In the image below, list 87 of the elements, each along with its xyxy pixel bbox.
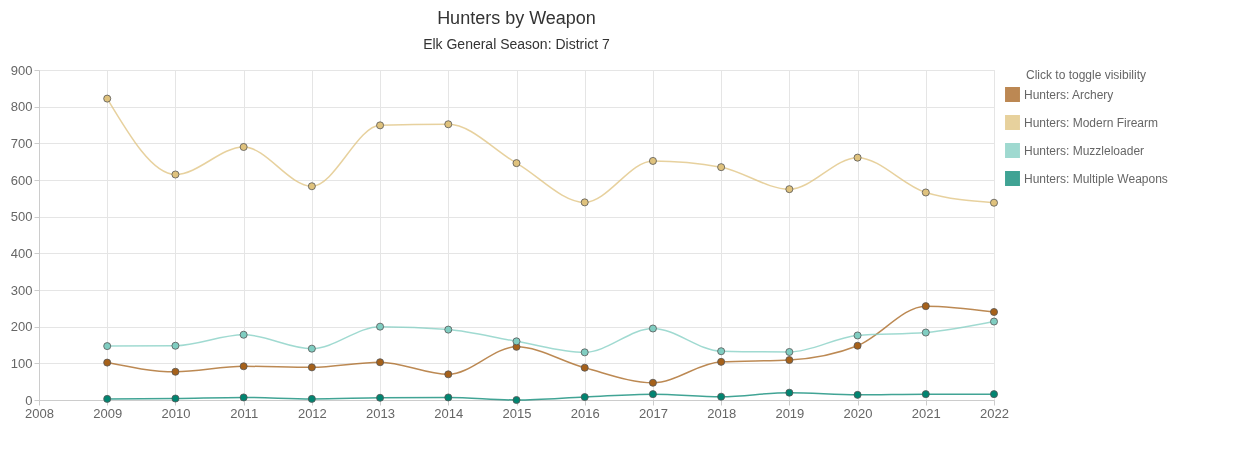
point — [785, 185, 794, 194]
x-tick-label: 2020 — [843, 405, 873, 421]
point — [103, 394, 112, 403]
point — [512, 396, 521, 404]
legend-label: Hunters: Modern Firearm — [1024, 115, 1159, 130]
point — [921, 390, 930, 399]
point — [239, 143, 248, 151]
x-tick-label: 2010 — [161, 405, 191, 421]
point — [921, 302, 930, 311]
x-tick-label: 2021 — [911, 405, 941, 421]
point — [376, 322, 385, 331]
point — [717, 392, 726, 401]
point — [512, 337, 521, 346]
point — [921, 188, 930, 197]
x-tick-label: 2017 — [638, 405, 668, 421]
point — [103, 342, 112, 351]
point — [717, 347, 726, 356]
x-tick-label: 2022 — [980, 405, 1009, 421]
y-tick-label: 900 — [10, 62, 33, 78]
x-tick-label: 2015 — [502, 405, 532, 421]
point — [376, 358, 385, 367]
point — [376, 121, 385, 130]
point — [171, 170, 180, 179]
y-tick-label: 400 — [10, 245, 33, 261]
legend-label: Hunters: Archery — [1024, 87, 1114, 102]
point — [307, 182, 316, 191]
y-tick-label: 300 — [10, 282, 33, 298]
point — [785, 356, 794, 364]
point — [171, 341, 180, 350]
y-tick-label: 600 — [10, 172, 33, 188]
chart-subtitle: Elk General Season: District 7 — [423, 36, 611, 52]
point — [103, 94, 112, 103]
point — [648, 390, 657, 399]
point — [444, 325, 453, 334]
x-tick-label: 2013 — [366, 405, 396, 421]
legend-label: Hunters: Muzzleloader — [1024, 143, 1145, 158]
x-tick-label: 2011 — [230, 405, 259, 421]
point — [239, 393, 248, 402]
point — [444, 393, 453, 402]
point — [580, 393, 589, 401]
point — [171, 394, 180, 403]
y-tick-label: 100 — [10, 355, 33, 371]
x-tick-label: 2008 — [25, 405, 54, 421]
y-tick-label: 800 — [10, 99, 33, 115]
point — [853, 341, 862, 350]
point — [717, 357, 726, 366]
point — [103, 358, 112, 367]
x-tick-label: 2018 — [707, 405, 737, 421]
point — [648, 324, 657, 333]
point — [239, 362, 248, 371]
point — [785, 388, 794, 397]
point — [853, 331, 862, 340]
point — [239, 330, 248, 339]
point — [921, 328, 930, 337]
x-tick-label: 2012 — [297, 405, 327, 421]
point — [853, 153, 862, 162]
chart-title: Hunters by Weapon — [437, 8, 596, 28]
point — [717, 163, 726, 172]
x-tick-label: 2009 — [93, 405, 123, 421]
point — [307, 344, 316, 353]
point — [785, 348, 794, 356]
y-tick-label: 0 — [25, 392, 33, 408]
y-tick-label: 500 — [10, 209, 33, 225]
point — [990, 308, 998, 316]
legend-label: Hunters: Multiple Weapons — [1024, 171, 1168, 186]
point — [648, 378, 657, 387]
point — [307, 394, 316, 403]
x-tick-label: 2014 — [434, 405, 464, 421]
point — [376, 393, 385, 402]
point — [990, 390, 998, 399]
point — [990, 198, 998, 207]
x-tick-label: 2016 — [570, 405, 600, 421]
point — [512, 159, 521, 168]
point — [444, 120, 453, 129]
point — [444, 370, 453, 379]
y-tick-label: 200 — [10, 319, 33, 335]
point — [580, 198, 589, 207]
point — [990, 317, 998, 326]
point — [853, 390, 862, 399]
point — [307, 363, 316, 372]
legend-title: Click to toggle visibility — [1025, 68, 1147, 82]
point — [171, 367, 180, 376]
y-tick-label: 700 — [10, 135, 33, 151]
point — [648, 157, 657, 165]
point — [580, 348, 589, 357]
x-tick-label: 2019 — [775, 405, 805, 421]
point — [580, 363, 589, 372]
